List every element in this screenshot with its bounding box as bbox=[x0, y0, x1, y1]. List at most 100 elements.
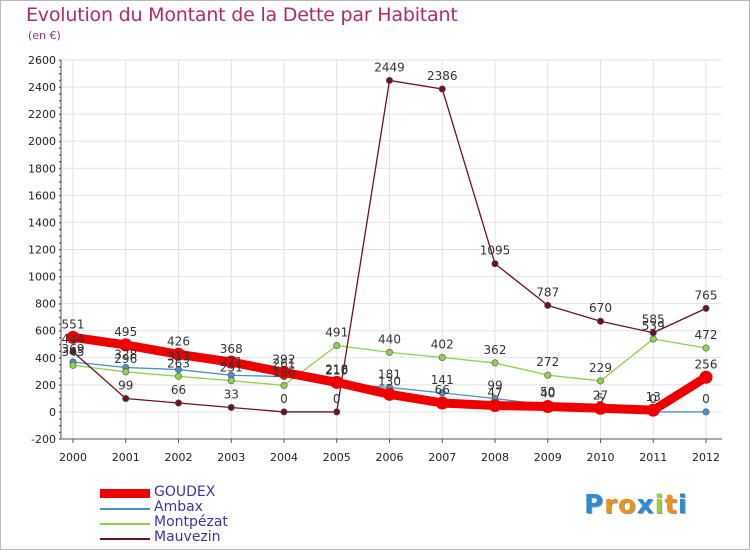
data-point-goudex bbox=[488, 399, 502, 413]
legend-swatch-mauvezin bbox=[100, 537, 150, 540]
y-minor-tick bbox=[59, 161, 61, 163]
y-minor-tick bbox=[59, 140, 61, 143]
y-minor-tick bbox=[59, 377, 61, 380]
data-label-mauvezin: 444 bbox=[62, 332, 85, 346]
y-minor-tick bbox=[59, 59, 61, 61]
data-label-mauvezin: 2386 bbox=[427, 69, 458, 83]
y-minor-tick bbox=[59, 357, 61, 359]
y-minor-tick bbox=[59, 269, 61, 271]
data-point-mauvezin bbox=[175, 399, 183, 407]
data-label-goudex: 495 bbox=[114, 325, 137, 339]
data-label-mauvezin: 99 bbox=[118, 379, 133, 393]
data-point-montpzat bbox=[596, 377, 604, 385]
data-label-mauvezin: 2449 bbox=[374, 60, 405, 74]
y-minor-tick bbox=[59, 289, 61, 292]
data-point-montpzat bbox=[227, 377, 235, 385]
y-minor-tick bbox=[59, 330, 61, 332]
y-minor-tick bbox=[59, 113, 61, 116]
legend-swatch-montpzat bbox=[100, 522, 150, 525]
axes: -200020040060080010001200140016001800200… bbox=[28, 54, 722, 464]
y-minor-tick bbox=[59, 127, 61, 129]
data-label-mauvezin: 0 bbox=[333, 392, 341, 406]
data-point-montpzat bbox=[122, 368, 130, 376]
y-minor-tick bbox=[59, 120, 61, 122]
y-tick-label: 800 bbox=[35, 298, 56, 311]
y-minor-tick bbox=[59, 73, 61, 75]
logo-letter: i bbox=[654, 490, 665, 520]
chart-unit-label: (en €) bbox=[28, 29, 61, 42]
data-point-goudex bbox=[541, 400, 555, 414]
data-label-montpzat: 345 bbox=[62, 345, 85, 359]
y-minor-tick bbox=[59, 86, 61, 89]
data-label-mauvezin: 0 bbox=[280, 392, 288, 406]
data-labels: 551 495 426 368 292 218 130 66 47 40 27 13 256 369 328… bbox=[62, 60, 718, 405]
data-point-montpzat bbox=[544, 371, 552, 379]
data-point-mauvezin bbox=[280, 408, 288, 416]
y-tick-label: 2200 bbox=[28, 108, 56, 121]
x-tick-label: 2011 bbox=[639, 451, 667, 464]
data-point-goudex bbox=[277, 365, 291, 379]
data-label-montpzat: 440 bbox=[378, 332, 401, 346]
data-label-mauvezin: 1095 bbox=[480, 244, 511, 258]
data-label-ambax: 271 bbox=[220, 355, 243, 369]
data-label-ambax: 50 bbox=[540, 385, 555, 399]
data-point-mauvezin bbox=[544, 301, 552, 309]
y-minor-tick bbox=[59, 262, 61, 265]
y-tick-label: 2000 bbox=[28, 135, 56, 148]
y-minor-tick bbox=[59, 188, 61, 190]
x-tick-label: 2001 bbox=[112, 451, 140, 464]
data-label-goudex: 40 bbox=[540, 387, 555, 401]
data-point-goudex bbox=[172, 347, 185, 361]
data-point-goudex bbox=[646, 403, 660, 417]
data-label-ambax: 141 bbox=[431, 373, 454, 387]
data-label-mauvezin: 66 bbox=[171, 383, 186, 397]
legend: GOUDEX Ambax Montpézat Mauvezin bbox=[100, 485, 350, 546]
y-tick-label: 0 bbox=[49, 406, 56, 419]
y-tick-label: 1800 bbox=[28, 162, 56, 175]
y-minor-tick bbox=[59, 242, 61, 244]
data-point-mauvezin bbox=[438, 85, 446, 93]
data-point-montpzat bbox=[175, 372, 183, 380]
data-point-mauvezin bbox=[122, 395, 130, 403]
logo-letter: i bbox=[677, 490, 688, 520]
data-label-montpzat: 231 bbox=[220, 361, 243, 375]
y-minor-tick bbox=[59, 397, 61, 400]
y-minor-tick bbox=[59, 133, 61, 136]
y-minor-tick bbox=[59, 323, 61, 325]
legend-item-mauvezin: Mauvezin bbox=[100, 530, 350, 546]
data-point-goudex bbox=[594, 401, 607, 415]
logo-letter: P bbox=[584, 490, 605, 520]
y-minor-tick bbox=[59, 336, 61, 339]
series-group bbox=[66, 76, 713, 417]
data-label-montpzat: 362 bbox=[484, 343, 507, 357]
y-minor-tick bbox=[59, 296, 61, 298]
y-minor-tick bbox=[59, 364, 61, 366]
y-minor-tick bbox=[59, 174, 61, 177]
data-point-ambax bbox=[175, 366, 183, 374]
data-label-montpzat: 539 bbox=[642, 319, 665, 333]
y-minor-tick bbox=[59, 201, 61, 204]
data-label-goudex: 426 bbox=[167, 334, 190, 348]
logo-letter: t bbox=[664, 490, 678, 520]
data-label-montpzat: 472 bbox=[695, 328, 718, 342]
legend-swatch-goudex bbox=[100, 489, 150, 498]
y-minor-tick bbox=[59, 282, 61, 285]
data-point-mauvezin bbox=[702, 304, 710, 312]
data-point-montpzat bbox=[333, 341, 341, 349]
legend-label-ambax: Ambax bbox=[154, 499, 203, 515]
data-label-ambax: 99 bbox=[487, 379, 502, 393]
data-point-montpzat bbox=[438, 354, 446, 362]
data-point-montpzat bbox=[280, 381, 288, 389]
y-minor-tick bbox=[59, 221, 61, 224]
y-minor-tick bbox=[59, 276, 61, 278]
x-tick-label: 2010 bbox=[587, 451, 615, 464]
x-tick-label: 2012 bbox=[692, 451, 720, 464]
y-minor-tick bbox=[59, 79, 61, 82]
data-point-ambax bbox=[702, 408, 710, 416]
x-tick-label: 2006 bbox=[376, 451, 404, 464]
data-label-goudex: 47 bbox=[487, 386, 502, 400]
data-label-montpzat: 402 bbox=[431, 338, 454, 352]
y-minor-tick bbox=[59, 154, 61, 156]
y-tick-label: 400 bbox=[35, 352, 56, 365]
